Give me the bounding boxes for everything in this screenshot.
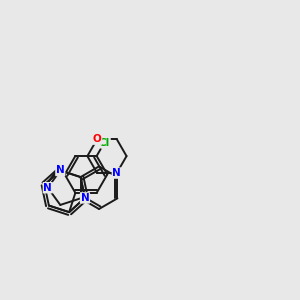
Text: N: N — [44, 183, 52, 193]
Text: N: N — [56, 166, 65, 176]
Text: O: O — [93, 134, 101, 144]
Text: N: N — [81, 193, 89, 203]
Text: N: N — [112, 168, 121, 178]
Text: Cl: Cl — [99, 137, 110, 148]
